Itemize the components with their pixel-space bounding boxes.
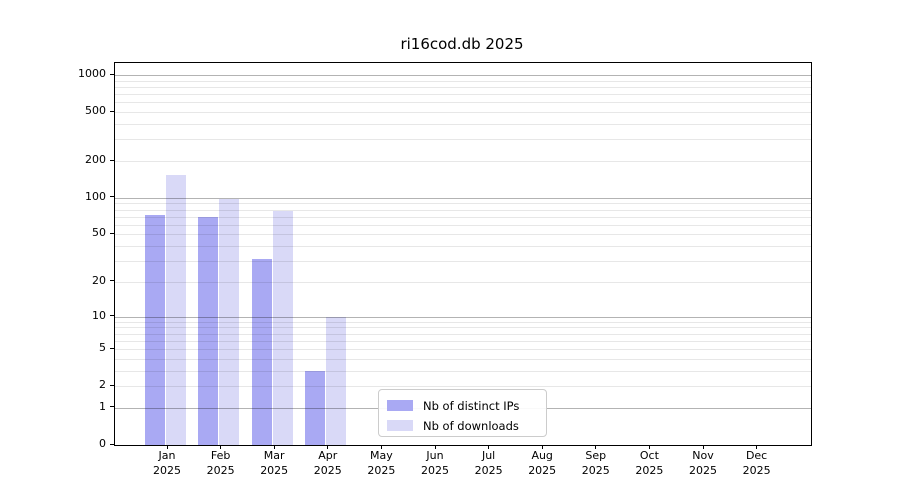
bar-downloads-jan bbox=[165, 174, 186, 445]
x-tick-mark bbox=[541, 445, 543, 449]
minor-gridline bbox=[115, 161, 811, 163]
legend-swatch-distinct-ips bbox=[387, 400, 413, 411]
minor-gridline bbox=[115, 112, 811, 114]
x-tick-mark bbox=[166, 445, 168, 449]
minor-gridline bbox=[115, 340, 811, 342]
minor-gridline bbox=[115, 349, 811, 351]
legend-label-distinct-ips: Nb of distinct IPs bbox=[423, 398, 520, 413]
y-tick-mark bbox=[110, 159, 114, 161]
y-tick-mark bbox=[110, 315, 114, 317]
legend-item-distinct-ips: Nb of distinct IPs bbox=[387, 397, 538, 414]
y-tick-mark bbox=[110, 406, 114, 408]
minor-gridline bbox=[115, 139, 811, 141]
y-tick-label: 10 bbox=[92, 308, 106, 322]
y-tick-label: 5 bbox=[99, 341, 106, 355]
minor-gridline bbox=[115, 94, 811, 96]
x-tick-label-jul: Jul 2025 bbox=[474, 449, 503, 477]
y-tick-label: 20 bbox=[92, 273, 106, 287]
bar-downloads-apr bbox=[326, 316, 347, 445]
bar-distinct-ips-mar bbox=[251, 259, 272, 445]
x-tick-label-mar: Mar 2025 bbox=[260, 449, 289, 477]
y-tick-label: 1 bbox=[99, 399, 106, 413]
bar-distinct-ips-apr bbox=[305, 370, 326, 445]
x-tick-mark bbox=[327, 445, 329, 449]
x-tick-label-may: May 2025 bbox=[367, 449, 396, 477]
minor-gridline bbox=[115, 203, 811, 205]
minor-gridline bbox=[115, 261, 811, 263]
y-tick-mark bbox=[110, 443, 114, 445]
y-tick-label: 50 bbox=[92, 226, 106, 240]
minor-gridline bbox=[115, 124, 811, 126]
legend-label-downloads: Nb of downloads bbox=[423, 418, 519, 433]
y-tick-mark bbox=[110, 280, 114, 282]
x-tick-label-apr: Apr 2025 bbox=[313, 449, 342, 477]
x-tick-mark bbox=[220, 445, 222, 449]
minor-gridline bbox=[115, 209, 811, 211]
y-tick-label: 1000 bbox=[78, 67, 106, 81]
minor-gridline bbox=[115, 333, 811, 335]
y-tick-mark bbox=[110, 384, 114, 386]
minor-gridline bbox=[115, 86, 811, 88]
bar-downloads-feb bbox=[219, 198, 240, 445]
major-gridline bbox=[115, 75, 811, 77]
y-tick-label: 0 bbox=[99, 437, 106, 450]
x-tick-label-jun: Jun 2025 bbox=[421, 449, 449, 477]
x-tick-mark bbox=[273, 445, 275, 449]
bar-distinct-ips-feb bbox=[198, 216, 219, 445]
x-tick-mark bbox=[756, 445, 758, 449]
chart-title: ri16cod.db 2025 bbox=[400, 35, 524, 53]
minor-gridline bbox=[115, 370, 811, 372]
x-tick-mark bbox=[595, 445, 597, 449]
x-tick-mark bbox=[702, 445, 704, 449]
x-tick-mark bbox=[380, 445, 382, 449]
legend-swatch-downloads bbox=[387, 420, 413, 431]
y-tick-mark bbox=[110, 73, 114, 75]
minor-gridline bbox=[115, 224, 811, 226]
x-tick-label-aug: Aug 2025 bbox=[528, 449, 557, 477]
minor-gridline bbox=[115, 246, 811, 248]
legend-item-downloads: Nb of downloads bbox=[387, 417, 538, 434]
minor-gridline bbox=[115, 80, 811, 82]
y-tick-mark bbox=[110, 347, 114, 349]
x-tick-mark bbox=[648, 445, 650, 449]
y-tick-label: 200 bbox=[85, 153, 106, 167]
y-tick-mark bbox=[110, 232, 114, 234]
x-tick-label-dec: Dec 2025 bbox=[742, 449, 771, 477]
minor-gridline bbox=[115, 216, 811, 218]
major-gridline bbox=[115, 316, 811, 318]
minor-gridline bbox=[115, 281, 811, 283]
bar-distinct-ips-jan bbox=[144, 215, 165, 445]
minor-gridline bbox=[115, 358, 811, 360]
x-tick-label-sep: Sep 2025 bbox=[581, 449, 610, 477]
x-tick-label-nov: Nov 2025 bbox=[689, 449, 717, 477]
minor-gridline bbox=[115, 321, 811, 323]
bar-downloads-mar bbox=[272, 211, 293, 445]
y-tick-mark bbox=[110, 196, 114, 198]
major-gridline bbox=[115, 197, 811, 199]
x-tick-mark bbox=[434, 445, 436, 449]
x-tick-label-feb: Feb 2025 bbox=[206, 449, 235, 477]
y-tick-label: 100 bbox=[85, 189, 106, 203]
x-tick-label-oct: Oct 2025 bbox=[635, 449, 664, 477]
y-tick-label: 2 bbox=[99, 378, 106, 392]
minor-gridline bbox=[115, 327, 811, 329]
minor-gridline bbox=[115, 102, 811, 104]
x-tick-mark bbox=[488, 445, 490, 449]
legend: Nb of distinct IPs Nb of downloads bbox=[378, 389, 547, 437]
y-tick-label: 500 bbox=[85, 104, 106, 118]
x-tick-label-jan: Jan 2025 bbox=[153, 449, 181, 477]
y-tick-mark bbox=[110, 110, 114, 112]
minor-gridline bbox=[115, 386, 811, 388]
minor-gridline bbox=[115, 234, 811, 236]
